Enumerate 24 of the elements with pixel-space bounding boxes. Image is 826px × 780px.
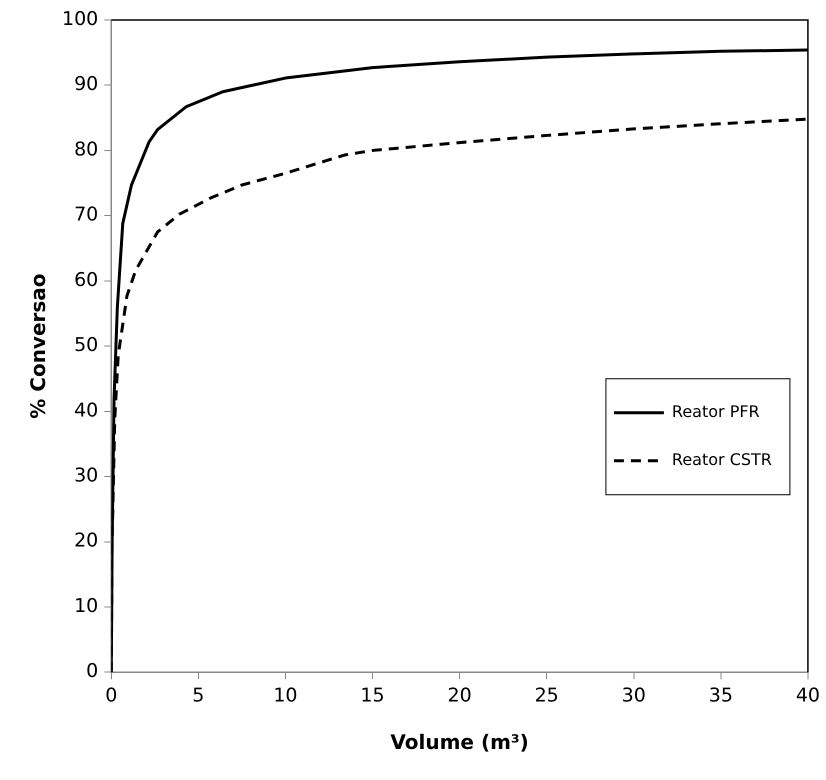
y-tick-label: 60 xyxy=(74,268,98,291)
x-tick-label: 25 xyxy=(534,684,559,707)
x-tick-label: 40 xyxy=(796,684,820,707)
x-tick-label: 5 xyxy=(192,684,204,707)
y-tick-label: 100 xyxy=(62,8,98,30)
y-tick-label: 0 xyxy=(86,660,98,682)
x-tick-label: 20 xyxy=(447,684,472,707)
x-tick-label: 10 xyxy=(273,684,298,707)
y-tick-label: 40 xyxy=(74,399,98,422)
y-tick-label: 90 xyxy=(74,73,98,96)
y-axis-title: % Conversao xyxy=(26,273,50,419)
x-tick-label: 15 xyxy=(360,684,385,707)
x-tick-label: 0 xyxy=(105,684,118,707)
y-tick-label: 10 xyxy=(74,594,98,617)
legend-label: Reator CSTR xyxy=(672,450,772,469)
x-axis-title: Volume (m³) xyxy=(390,730,529,754)
y-tick-label: 20 xyxy=(74,530,98,552)
y-tick-label: 50 xyxy=(74,334,98,356)
y-tick-label: 80 xyxy=(74,138,98,160)
y-tick-label: 70 xyxy=(74,204,98,226)
y-tick-label: 30 xyxy=(74,464,98,486)
x-tick-label: 30 xyxy=(622,684,646,707)
legend-label: Reator PFR xyxy=(672,402,760,421)
x-tick-label: 35 xyxy=(708,684,733,707)
